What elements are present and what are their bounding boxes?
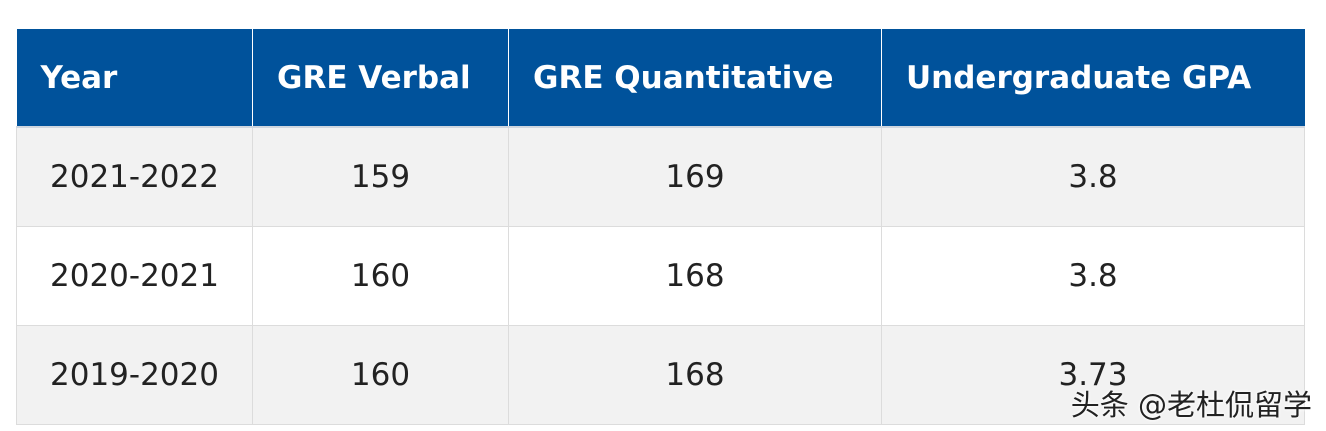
table-row: 2020-2021 160 168 3.8 — [16, 226, 1305, 326]
cell-gre-quantitative: 168 — [508, 226, 882, 326]
header-gre-verbal: GRE Verbal — [252, 29, 509, 128]
cell-undergraduate-gpa: 3.73 — [881, 325, 1305, 425]
table-body: 2021-2022 159 169 3.8 2020-2021 160 168 … — [16, 127, 1305, 425]
cell-year: 2020-2021 — [16, 226, 253, 326]
cell-gre-quantitative: 168 — [508, 325, 882, 425]
header-gre-quantitative: GRE Quantitative — [508, 29, 882, 128]
cell-gre-verbal: 160 — [252, 226, 509, 326]
table-row: 2019-2020 160 168 3.73 — [16, 325, 1305, 425]
cell-gre-verbal: 159 — [252, 127, 509, 227]
cell-year: 2019-2020 — [16, 325, 253, 425]
watermark-text: 头条 @老杜侃留学 — [1070, 388, 1312, 422]
cell-undergraduate-gpa: 3.8 — [881, 226, 1305, 326]
cell-gre-quantitative: 169 — [508, 127, 882, 227]
stats-table-container: Year GRE Verbal GRE Quantitative Undergr… — [16, 29, 1305, 425]
cell-gre-verbal: 160 — [252, 325, 509, 425]
table-row: 2021-2022 159 169 3.8 — [16, 127, 1305, 227]
cell-year: 2021-2022 — [16, 127, 253, 227]
header-row: Year GRE Verbal GRE Quantitative Undergr… — [16, 29, 1305, 128]
header-undergraduate-gpa: Undergraduate GPA — [881, 29, 1305, 128]
admission-stats-table: Year GRE Verbal GRE Quantitative Undergr… — [16, 29, 1305, 425]
cell-undergraduate-gpa: 3.8 — [881, 127, 1305, 227]
header-year: Year — [16, 29, 253, 128]
table-header: Year GRE Verbal GRE Quantitative Undergr… — [16, 29, 1305, 128]
